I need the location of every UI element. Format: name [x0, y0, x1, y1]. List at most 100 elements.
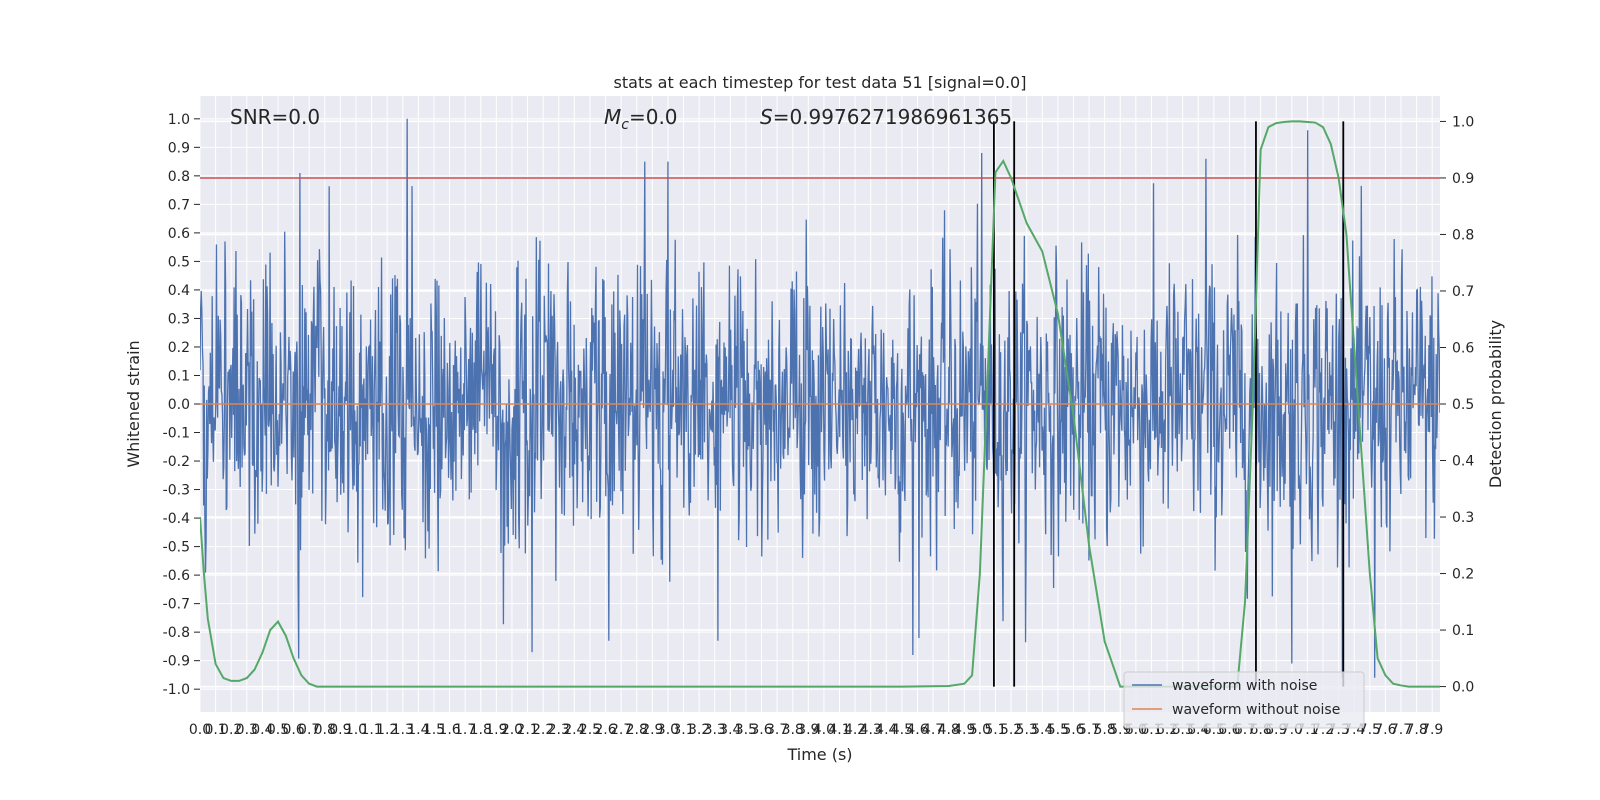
- y-tick-label: -0.1: [163, 426, 190, 442]
- x-tick-label: 1.8: [470, 722, 492, 738]
- x-tick-label: 1.1: [360, 722, 382, 738]
- y2-tick-label: 1.0: [1452, 114, 1474, 130]
- detection-probability-series: [200, 120, 1440, 688]
- x-tick-label: 0.4: [251, 722, 273, 738]
- x-tick-label: 3.5: [735, 722, 757, 738]
- x-tick-label: 2.2: [532, 722, 554, 738]
- x-tick-label: 3.9: [797, 722, 819, 738]
- chirp-mass-value: =0.0: [629, 105, 678, 129]
- y-tick-label: 0.0: [168, 397, 190, 413]
- x-tick-label: 7.9: [1421, 722, 1443, 738]
- score-value: =0.9976271986961365: [773, 105, 1012, 129]
- x-tick-label: 5.3: [1016, 722, 1038, 738]
- x-tick-label: 2.9: [641, 722, 663, 738]
- x-tick-label: 5.8: [1094, 722, 1116, 738]
- x-tick-label: 4.7: [922, 722, 944, 738]
- chirp-mass-annotation: Mc=0.0: [604, 105, 678, 133]
- x-tick-label: 3.1: [672, 722, 694, 738]
- y-axis-label: Whitened strain: [124, 340, 143, 467]
- x-tick-label: 1.7: [454, 722, 476, 738]
- x-tick-label: 2.5: [579, 722, 601, 738]
- snr-annotation: SNR=0.0: [230, 105, 320, 129]
- x-tick-label: 4.3: [860, 722, 882, 738]
- x-tick-label: 3.3: [704, 722, 726, 738]
- score-annotation: S=0.9976271986961365: [760, 105, 1012, 129]
- y-tick-label: 1.0: [168, 112, 190, 128]
- score-symbol: S: [760, 105, 773, 129]
- x-tick-label: 7.6: [1374, 722, 1396, 738]
- x-tick-label: 5.7: [1078, 722, 1100, 738]
- x-tick-label: 4.1: [828, 722, 850, 738]
- y-tick-label: -0.5: [163, 540, 190, 556]
- x-tick-label: 4.5: [891, 722, 913, 738]
- chirp-mass-subscript: c: [621, 117, 629, 133]
- x-tick-label: 0.5: [267, 722, 289, 738]
- y-tick-label: 0.8: [168, 169, 190, 185]
- x-tick-label: 5.0: [969, 722, 991, 738]
- x-axis-ticks: 0.00.10.20.30.40.50.60.70.80.91.01.11.21…: [189, 722, 1443, 738]
- x-tick-label: 3.2: [688, 722, 710, 738]
- x-tick-label: 1.3: [392, 722, 414, 738]
- x-tick-label: 3.7: [766, 722, 788, 738]
- y2-tick-label: 0.0: [1452, 680, 1474, 696]
- y2-axis-ticks: 0.0 0.1 0.2 0.3 0.4 0.5 0.6 0.7 0.8 0.9 1.0: [1440, 114, 1474, 696]
- x-tick-label: 3.6: [750, 722, 772, 738]
- y-tick-label: 0.7: [168, 197, 190, 213]
- x-tick-label: 3.8: [782, 722, 804, 738]
- x-tick-label: 0.9: [329, 722, 351, 738]
- x-tick-label: 0.7: [298, 722, 320, 738]
- y-tick-label: -0.7: [163, 597, 190, 613]
- x-tick-label: 0.6: [282, 722, 304, 738]
- y-tick-label: 0.1: [168, 368, 190, 384]
- x-tick-label: 1.0: [345, 722, 367, 738]
- y2-tick-label: 0.5: [1452, 397, 1474, 413]
- x-tick-label: 5.4: [1031, 722, 1053, 738]
- x-tick-label: 1.9: [485, 722, 507, 738]
- x-tick-label: 5.2: [1000, 722, 1022, 738]
- y-axis-ticks: -1.0 -0.9 -0.8 -0.7 -0.6 -0.5 -0.4 -0.3 -0.2 -0.1…: [163, 112, 200, 698]
- y2-tick-label: 0.9: [1452, 171, 1474, 187]
- chart-title: stats at each timestep for test data 51 …: [614, 73, 1027, 92]
- x-tick-label: 0.0: [189, 722, 211, 738]
- noise-waveform-line: [200, 118, 1440, 678]
- x-tick-label: 2.4: [563, 722, 585, 738]
- x-tick-label: 7.7: [1390, 722, 1412, 738]
- x-tick-label: 5.5: [1047, 722, 1069, 738]
- x-tick-label: 5.1: [984, 722, 1006, 738]
- waveform-with-noise-series: [200, 118, 1440, 678]
- y-tick-label: -1.0: [163, 682, 190, 698]
- legend-box: [1123, 671, 1365, 729]
- x-tick-label: 1.2: [376, 722, 398, 738]
- y-tick-label: -0.6: [163, 568, 190, 584]
- x-tick-label: 0.1: [204, 722, 226, 738]
- x-tick-label: 2.8: [626, 722, 648, 738]
- x-tick-label: 0.3: [236, 722, 258, 738]
- x-tick-label: 2.0: [501, 722, 523, 738]
- x-tick-label: 3.0: [657, 722, 679, 738]
- legend-label-noise: waveform with noise: [1172, 678, 1317, 694]
- x-tick-label: 2.1: [516, 722, 538, 738]
- legend: waveform with noise waveform without noi…: [1123, 671, 1365, 729]
- y-tick-label: -0.8: [163, 625, 190, 641]
- x-tick-label: 5.6: [1062, 722, 1084, 738]
- x-tick-label: 4.2: [844, 722, 866, 738]
- y-tick-label: 0.2: [168, 340, 190, 356]
- x-tick-label: 1.4: [407, 722, 429, 738]
- y-tick-label: -0.3: [163, 483, 190, 499]
- y-tick-label: -0.9: [163, 654, 190, 670]
- y2-tick-label: 0.4: [1452, 454, 1474, 470]
- x-tick-label: 7.8: [1405, 722, 1427, 738]
- y2-tick-label: 0.7: [1452, 284, 1474, 300]
- legend-label-clean: waveform without noise: [1172, 702, 1340, 718]
- y-tick-label: -0.2: [163, 454, 190, 470]
- x-tick-label: 2.7: [610, 722, 632, 738]
- y2-tick-label: 0.8: [1452, 227, 1474, 243]
- x-tick-label: 2.6: [594, 722, 616, 738]
- y-tick-label: 0.9: [168, 140, 190, 156]
- y-tick-label: 0.6: [168, 226, 190, 242]
- x-tick-label: 2.3: [548, 722, 570, 738]
- x-tick-label: 3.4: [719, 722, 741, 738]
- x-tick-label: 4.6: [906, 722, 928, 738]
- y-tick-label: 0.4: [168, 283, 190, 299]
